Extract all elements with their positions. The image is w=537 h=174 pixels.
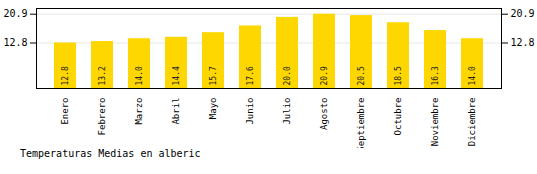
svg-text:Octubre: Octubre bbox=[393, 98, 403, 136]
svg-text:14.0: 14.0 bbox=[135, 66, 144, 85]
svg-text:18.5: 18.5 bbox=[394, 66, 403, 85]
svg-text:13.2: 13.2 bbox=[98, 66, 107, 85]
svg-text:14.4: 14.4 bbox=[172, 66, 181, 85]
html-text:Temperaturas Medias en alberic: Temperaturas Medias en alberic bbox=[20, 148, 201, 159]
svg-text:Diciembre: Diciembre bbox=[467, 98, 477, 147]
svg-text:12.8: 12.8 bbox=[511, 37, 535, 48]
svg-text:Abril: Abril bbox=[171, 98, 181, 125]
svg-text:20.5: 20.5 bbox=[357, 66, 366, 85]
svg-text:Enero: Enero bbox=[60, 98, 70, 125]
svg-text:Junio: Junio bbox=[245, 98, 255, 125]
svg-text:Agosto: Agosto bbox=[319, 98, 329, 131]
svg-text:20.9: 20.9 bbox=[3, 8, 27, 19]
svg-text:12.8: 12.8 bbox=[3, 37, 27, 48]
svg-text:Febrero: Febrero bbox=[97, 98, 107, 136]
svg-text:12.8: 12.8 bbox=[61, 66, 70, 85]
svg-text:20.0: 20.0 bbox=[283, 66, 292, 85]
svg-text:Noviembre: Noviembre bbox=[430, 98, 440, 147]
svg-text:15.7: 15.7 bbox=[209, 66, 218, 85]
svg-text:20.9: 20.9 bbox=[320, 66, 329, 85]
svg-text:16.3: 16.3 bbox=[431, 66, 440, 85]
svg-text:Mayo: Mayo bbox=[208, 98, 218, 120]
svg-text:17.6: 17.6 bbox=[246, 66, 255, 85]
svg-text:20.9: 20.9 bbox=[511, 8, 535, 19]
svg-text:14.0: 14.0 bbox=[468, 66, 477, 85]
svg-text:Marzo: Marzo bbox=[134, 98, 144, 125]
svg-text:Septiembre: Septiembre bbox=[356, 98, 366, 149]
svg-text:Julio: Julio bbox=[282, 98, 292, 125]
